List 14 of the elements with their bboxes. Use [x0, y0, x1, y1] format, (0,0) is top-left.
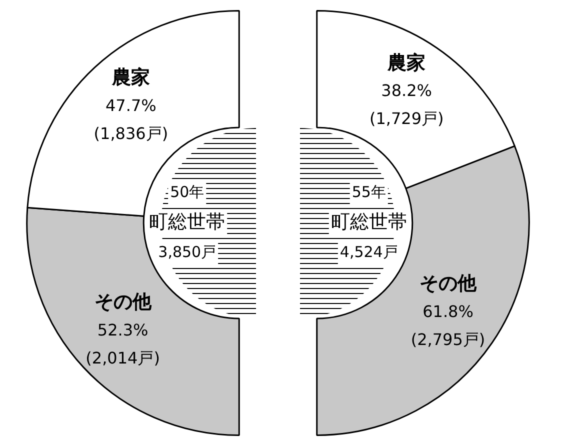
text: 町総世帯: [149, 210, 226, 233]
text: 4,524戸: [340, 242, 398, 261]
text: 町総世帯: [330, 210, 407, 233]
data-label: 52.3% (2,014戸): [86, 320, 160, 368]
slice-label: 農家: [386, 52, 426, 74]
text: 50年: [170, 182, 204, 201]
data-label: 61.8% (2,795戸): [410, 302, 486, 349]
data-label: 38.2% (1,729戸): [369, 81, 444, 128]
slice-label: 農家: [110, 66, 150, 89]
text: 3,850戸: [158, 242, 216, 261]
slice-label: その他: [420, 272, 478, 295]
data-label: 47.7% (1,836戸): [94, 96, 168, 143]
text: 55年: [352, 182, 386, 201]
slice-label: その他: [94, 291, 152, 314]
